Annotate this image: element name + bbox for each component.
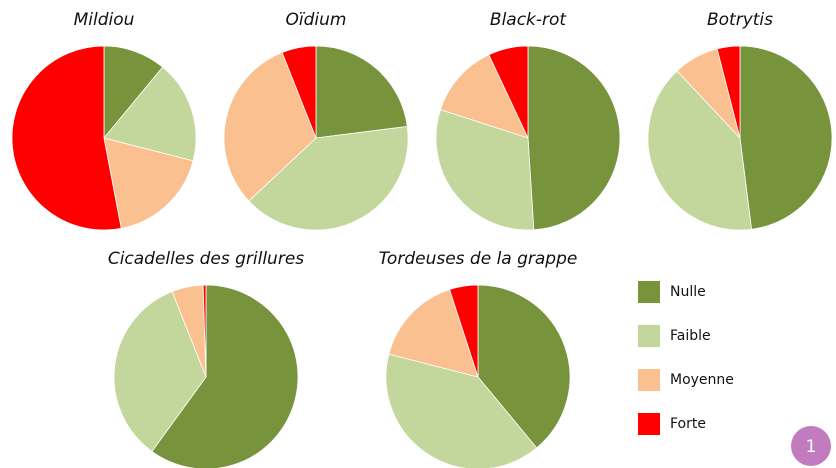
pie-slice — [248, 126, 409, 231]
pie-slice — [435, 109, 535, 231]
pie-slice — [647, 70, 752, 231]
pie-title: Oïdium — [286, 10, 347, 30]
badge-circle — [791, 426, 831, 466]
pie-title: Black-rot — [490, 10, 568, 30]
legend-swatch — [638, 325, 660, 347]
pie-slice — [739, 45, 833, 230]
pie-slice — [202, 284, 207, 378]
pie-slice — [315, 45, 408, 139]
legend-label: Moyenne — [670, 372, 734, 388]
pie-slice — [477, 284, 571, 449]
pie-slice — [11, 45, 122, 231]
legend-label: Nulle — [670, 284, 706, 300]
legend-label: Forte — [670, 416, 706, 432]
pie-slice — [385, 353, 538, 468]
pie-slice — [439, 54, 529, 139]
pie-title: Botrytis — [707, 10, 773, 30]
pie-slice — [103, 137, 194, 229]
legend-swatch — [638, 369, 660, 391]
badge-label: 1 — [806, 437, 817, 457]
pie-slice — [716, 45, 741, 139]
pie-slice — [103, 66, 197, 162]
pie-slice — [388, 288, 479, 378]
pie-title: Cicadelles des grillures — [108, 249, 304, 269]
legend-swatch — [638, 281, 660, 303]
pie-slice — [449, 284, 479, 378]
pie-slice — [113, 290, 207, 452]
pie-slice — [488, 45, 529, 139]
pie-title: Tordeuses de la grappe — [379, 249, 578, 269]
pie-slice — [527, 45, 621, 231]
pie-slice — [151, 284, 299, 468]
pie-slice — [223, 51, 317, 202]
pie-slice — [281, 45, 317, 139]
pie-title: Mildiou — [74, 10, 135, 30]
legend-swatch — [638, 413, 660, 435]
legend-label: Faible — [670, 328, 711, 344]
